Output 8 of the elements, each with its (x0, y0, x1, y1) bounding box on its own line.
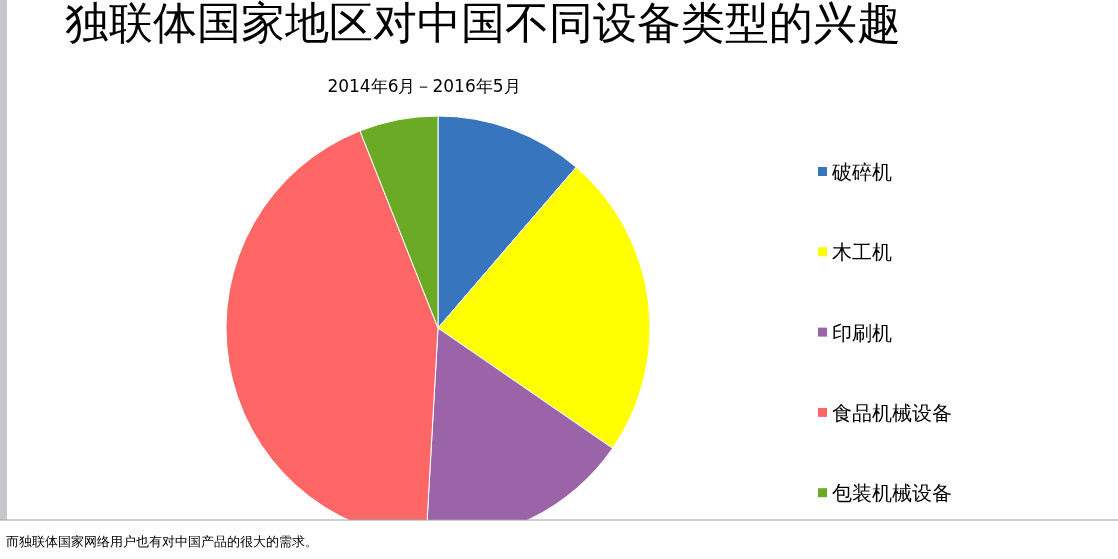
text: 而独联体国家网络用户也有对中国产品的很大的需求。 (6, 534, 318, 549)
chart-subtitle: 2014年6月－2016年5月 (327, 76, 521, 96)
legend-label: 印刷机 (832, 320, 892, 345)
legend-label: 破碎机 (831, 160, 892, 184)
chart-title: 独联体国家地区对中国不同设备类型的兴趣 (65, 0, 901, 48)
legend-label: 食品机械设备 (832, 400, 952, 425)
legend-label: 包装机械设备 (832, 481, 952, 506)
legend-label: 木工机 (832, 240, 892, 265)
